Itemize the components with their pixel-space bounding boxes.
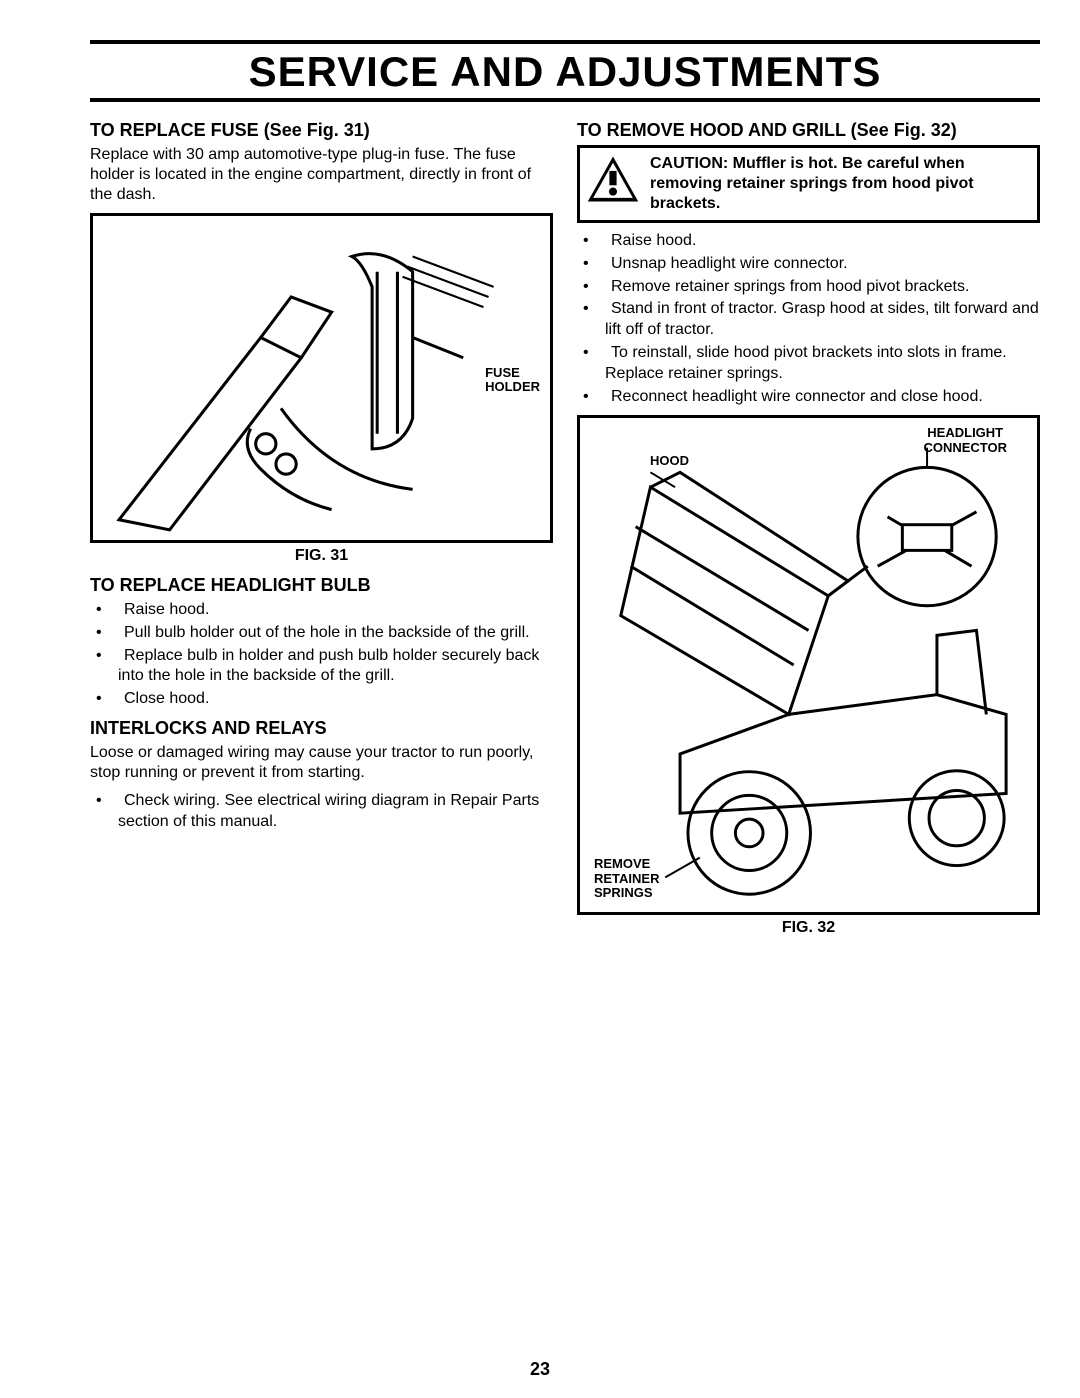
list-item: Reconnect headlight wire connector and c… (577, 387, 1040, 408)
remove-retainer-springs-label: REMOVE RETAINER SPRINGS (594, 857, 659, 900)
headlight-connector-label: HEADLIGHT CONNECTOR (923, 426, 1007, 455)
right-column: TO REMOVE HOOD AND GRILL (See Fig. 32) C… (577, 112, 1040, 947)
replace-headlight-heading: TO REPLACE HEADLIGHT BULB (90, 575, 553, 596)
figure-31: FUSE HOLDER (90, 213, 553, 543)
list-item: Pull bulb holder out of the hole in the … (90, 623, 553, 644)
warning-icon (586, 154, 640, 204)
headlight-connector-l1: HEADLIGHT (927, 425, 1003, 440)
headlight-steps: Raise hood. Pull bulb holder out of the … (90, 600, 553, 710)
replace-fuse-text: Replace with 30 amp automotive-type plug… (90, 145, 553, 205)
interlocks-text: Loose or damaged wiring may cause your t… (90, 743, 553, 783)
list-item: Raise hood. (577, 231, 1040, 252)
interlocks-heading: INTERLOCKS AND RELAYS (90, 718, 553, 739)
caution-text: CAUTION: Muffler is hot. Be careful when… (650, 154, 1031, 214)
figure-32: HOOD HEADLIGHT CONNECTOR REMOVE RETAINER… (577, 415, 1040, 915)
list-item: Replace bulb in holder and push bulb hol… (90, 646, 553, 688)
list-item: Unsnap headlight wire connector. (577, 254, 1040, 275)
interlocks-steps: Check wiring. See electrical wiring diag… (90, 791, 553, 833)
list-item: To reinstall, slide hood pivot brackets … (577, 343, 1040, 385)
hood-label: HOOD (650, 454, 689, 468)
list-item: Check wiring. See electrical wiring diag… (90, 791, 553, 833)
page-number: 23 (530, 1359, 550, 1380)
remove-l1: REMOVE (594, 856, 650, 871)
list-item: Close hood. (90, 689, 553, 710)
left-column: TO REPLACE FUSE (See Fig. 31) Replace wi… (90, 112, 553, 947)
figure-31-art (93, 216, 550, 540)
fuse-holder-label: FUSE HOLDER (485, 366, 540, 395)
remove-hood-heading: TO REMOVE HOOD AND GRILL (See Fig. 32) (577, 120, 1040, 141)
list-item: Remove retainer springs from hood pivot … (577, 277, 1040, 298)
replace-fuse-heading: TO REPLACE FUSE (See Fig. 31) (90, 120, 553, 141)
figure-32-art (580, 418, 1037, 912)
remove-l2: RETAINER (594, 871, 659, 886)
figure-31-caption: FIG. 31 (90, 547, 553, 565)
page-title: SERVICE AND ADJUSTMENTS (90, 40, 1040, 102)
remove-l3: SPRINGS (594, 885, 653, 900)
list-item: Stand in front of tractor. Grasp hood at… (577, 299, 1040, 341)
figure-32-caption: FIG. 32 (577, 919, 1040, 937)
caution-box: CAUTION: Muffler is hot. Be careful when… (577, 145, 1040, 223)
fuse-label-line1: FUSE (485, 365, 520, 380)
fuse-label-line2: HOLDER (485, 379, 540, 394)
headlight-connector-l2: CONNECTOR (923, 440, 1007, 455)
remove-hood-steps: Raise hood. Unsnap headlight wire connec… (577, 231, 1040, 407)
list-item: Raise hood. (90, 600, 553, 621)
two-column-layout: TO REPLACE FUSE (See Fig. 31) Replace wi… (90, 112, 1040, 947)
